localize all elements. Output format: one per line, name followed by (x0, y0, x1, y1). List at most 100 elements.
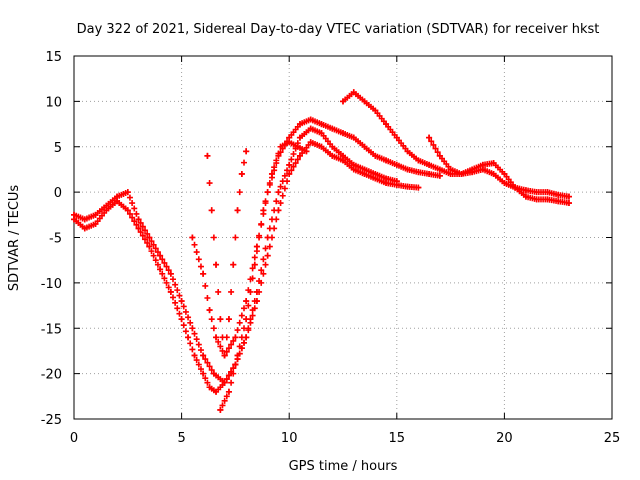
data-point (206, 384, 213, 391)
grid (74, 56, 612, 419)
data-point (404, 148, 411, 155)
data-point (225, 388, 232, 395)
series-arc-1 (71, 139, 422, 395)
data-point (81, 225, 88, 232)
data-point (232, 334, 239, 341)
data-point (361, 166, 368, 173)
data-point (340, 152, 346, 159)
data-point (415, 184, 422, 191)
data-point (350, 134, 357, 141)
data-point (71, 211, 77, 218)
data-point (191, 352, 198, 359)
data-point (415, 157, 422, 164)
data-point (286, 161, 293, 168)
data-point (329, 152, 336, 159)
data-point (436, 172, 443, 179)
data-point (565, 193, 572, 200)
data-point (555, 198, 562, 205)
data-point (329, 143, 336, 150)
data-point (217, 406, 224, 413)
data-point (307, 139, 314, 146)
series-arc-3 (189, 116, 443, 359)
data-point (318, 130, 325, 137)
data-point (225, 316, 232, 323)
y-tick-label: -10 (41, 277, 62, 292)
data-point (275, 189, 282, 196)
data-point (490, 170, 497, 177)
series-arc-5 (426, 134, 572, 207)
series-arc-6 (204, 148, 250, 359)
y-tick-label: 5 (54, 141, 62, 156)
data-point (294, 143, 301, 150)
data-point (264, 234, 271, 241)
data-point (157, 266, 164, 273)
data-point (243, 298, 250, 305)
data-point (221, 379, 228, 386)
data-point (318, 143, 325, 150)
x-tick-label: 0 (70, 431, 78, 446)
data-point (260, 207, 267, 214)
data-point (189, 234, 196, 241)
data-point (383, 175, 390, 182)
data-point (251, 261, 258, 268)
data-point (268, 170, 275, 177)
x-tick-label: 20 (496, 431, 513, 446)
y-tick-label: 10 (45, 95, 62, 110)
data-point (436, 152, 443, 159)
series-arc-2 (71, 125, 400, 386)
data-point (522, 187, 529, 194)
data-marks (71, 89, 572, 413)
x-tick-label: 25 (604, 431, 621, 446)
data-point (350, 161, 357, 168)
data-point-marks (71, 139, 422, 395)
data-point-marks (71, 125, 400, 386)
data-point-marks (340, 89, 572, 200)
data-point-marks (189, 116, 443, 359)
x-tick-label: 10 (281, 431, 298, 446)
data-point (92, 211, 99, 218)
data-point (307, 125, 314, 132)
data-point (329, 125, 336, 132)
chart-title: Day 322 of 2021, Sidereal Day-to-day VTE… (77, 22, 600, 37)
data-point (92, 220, 99, 227)
data-point (447, 166, 454, 173)
data-point (436, 166, 443, 173)
data-point (178, 298, 185, 305)
data-point (393, 178, 400, 185)
data-point (555, 191, 562, 198)
data-point (544, 189, 551, 196)
data-point (185, 334, 192, 341)
data-point (286, 170, 293, 177)
data-point (404, 183, 411, 190)
data-point (469, 166, 476, 173)
data-point (210, 370, 217, 377)
data-point (404, 166, 411, 173)
data-point (393, 161, 400, 168)
data-point (243, 148, 250, 155)
data-point (213, 261, 220, 268)
data-point (264, 252, 271, 259)
series-arc-4 (340, 89, 572, 200)
y-tick-label: -20 (41, 368, 62, 383)
data-point (479, 161, 486, 168)
y-tick-label: -5 (49, 232, 62, 247)
data-point (426, 170, 433, 177)
y-tick-label: 15 (45, 50, 62, 65)
data-point (234, 352, 241, 359)
data-point (124, 189, 131, 196)
y-axis-label: SDTVAR / TECUs (7, 185, 22, 292)
data-point (361, 98, 368, 105)
data-point (296, 134, 303, 141)
data-point (206, 307, 213, 314)
data-point (167, 270, 174, 277)
data-point (544, 196, 551, 203)
series-arc-7 (217, 139, 310, 413)
data-point (178, 316, 185, 323)
data-point (533, 196, 540, 203)
data-point (372, 170, 379, 177)
data-point (221, 352, 228, 359)
data-point (200, 370, 207, 377)
data-point (189, 325, 196, 332)
data-point (565, 200, 572, 207)
data-point (296, 121, 303, 128)
